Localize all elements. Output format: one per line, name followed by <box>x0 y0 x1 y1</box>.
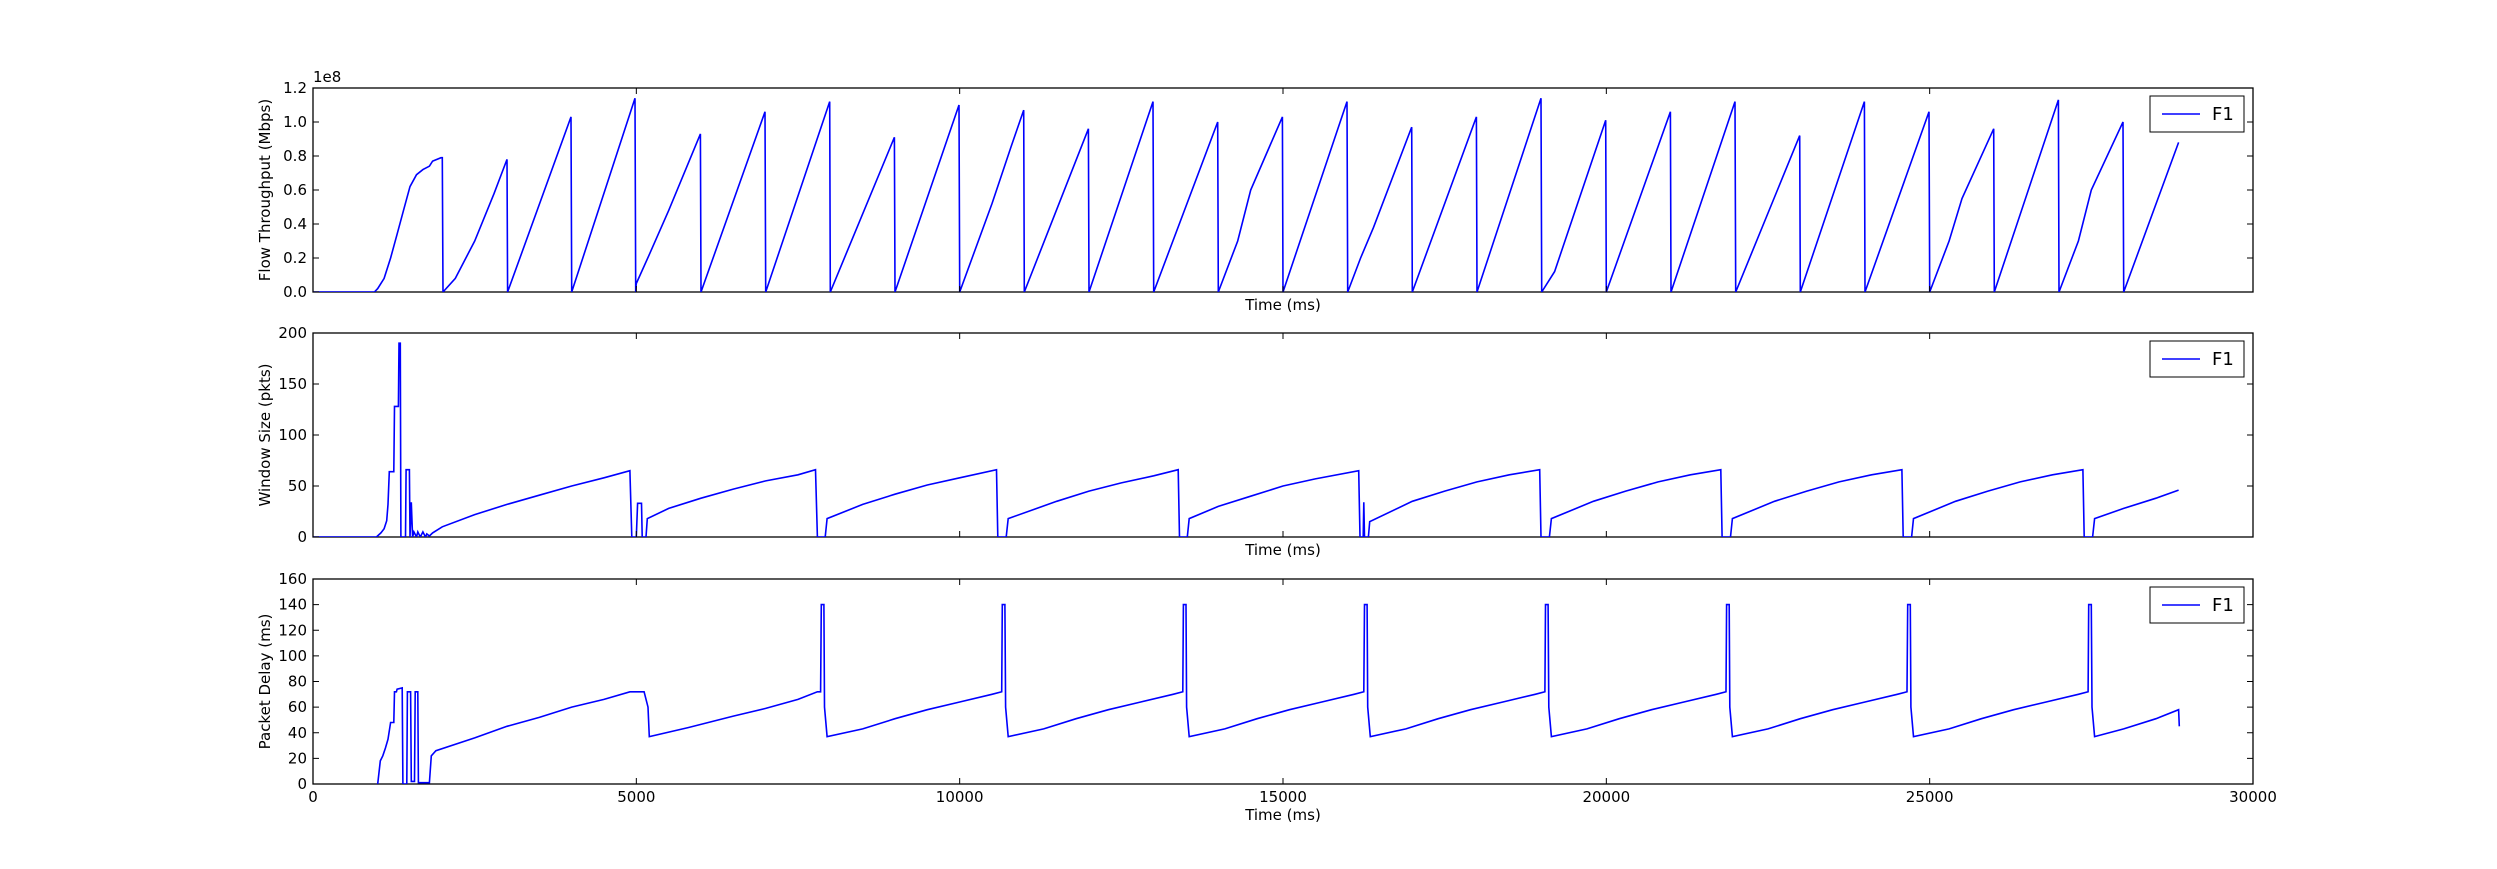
packet-delay-xtick-label: 25000 <box>1906 788 1954 806</box>
throughput-ytick-label: 1.2 <box>283 79 307 97</box>
packet-delay-ytick-label: 60 <box>288 698 307 716</box>
packet-delay-series-f1 <box>376 603 2181 784</box>
packet-delay-axes-frame <box>312 578 2254 785</box>
throughput-xlabel: Time (ms) <box>1244 296 1321 314</box>
window-size-ytick-label: 150 <box>278 375 307 393</box>
packet-delay-legend-label: F1 <box>2212 595 2234 616</box>
packet-delay-xtick-label: 10000 <box>936 788 984 806</box>
packet-delay-xtick-label: 15000 <box>1259 788 1307 806</box>
throughput-panel: 0.0 0.2 0.4 0.6 0.8 1.0 1.2 Time (ms) Flow Throu… <box>256 68 2254 314</box>
window-size-series-f1 <box>313 342 2179 537</box>
packet-delay-ytick-label: 100 <box>278 647 307 665</box>
throughput-ytick-label: 1.0 <box>283 113 307 131</box>
subplots: 0.0 0.2 0.4 0.6 0.8 1.0 1.2 Time (ms) Flow Throu… <box>256 68 2277 824</box>
window-size-panel: 0 50 100 150 200 Time (ms) Window Size (pkts) F… <box>256 324 2254 559</box>
packet-delay-xtick-label: 0 <box>308 788 318 806</box>
throughput-offset-text: 1e8 <box>313 68 341 86</box>
throughput-legend-label: F1 <box>2212 104 2234 125</box>
packet-delay-ylabel: Packet Delay (ms) <box>256 614 274 750</box>
window-size-xlabel: Time (ms) <box>1244 541 1321 559</box>
throughput-series-f1 <box>313 97 2180 292</box>
throughput-ytick-label: 0.2 <box>283 249 307 267</box>
throughput-ytick-label: 0.0 <box>283 283 307 301</box>
window-size-ytick-label: 0 <box>297 528 307 546</box>
window-size-ytick-label: 200 <box>278 324 307 342</box>
throughput-ytick-label: 0.8 <box>283 147 307 165</box>
packet-delay-ytick-label: 120 <box>278 621 307 639</box>
throughput-ytick-label: 0.4 <box>283 215 307 233</box>
packet-delay-panel: 0 20 40 60 80 100 120 140 160 0 5000 10000 15000 2000… <box>256 570 2277 824</box>
packet-delay-ytick-label: 160 <box>278 570 307 588</box>
packet-delay-xlabel: Time (ms) <box>1244 806 1321 824</box>
window-size-legend: F1 <box>2149 340 2245 378</box>
throughput-legend: F1 <box>2149 95 2245 133</box>
throughput-ytick-label: 0.6 <box>283 181 307 199</box>
packet-delay-ytick-label: 40 <box>288 724 307 742</box>
packet-delay-legend: F1 <box>2149 586 2245 624</box>
packet-delay-xtick-label: 5000 <box>617 788 655 806</box>
window-size-ytick-label: 50 <box>288 477 307 495</box>
packet-delay-ytick-label: 140 <box>278 596 307 614</box>
window-size-legend-label: F1 <box>2212 349 2234 370</box>
packet-delay-xtick-label: 30000 <box>2229 788 2277 806</box>
packet-delay-ytick-label: 0 <box>297 775 307 793</box>
packet-delay-xtick-label: 20000 <box>1582 788 1630 806</box>
packet-delay-ytick-label: 80 <box>288 673 307 691</box>
window-size-ytick-label: 100 <box>278 426 307 444</box>
throughput-ylabel: Flow Throughput (Mbps) <box>256 99 274 281</box>
window-size-ylabel: Window Size (pkts) <box>256 363 274 506</box>
packet-delay-ytick-label: 20 <box>288 749 307 767</box>
window-size-axes-frame <box>312 332 2254 538</box>
